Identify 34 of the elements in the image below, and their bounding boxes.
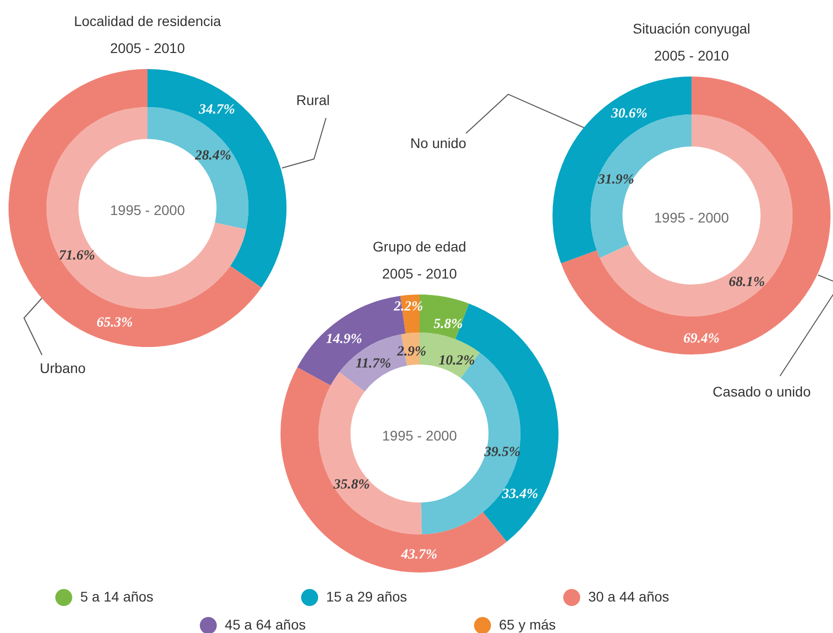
data-label: 10.2% [438,353,475,368]
data-label: 69.4% [683,332,720,347]
data-label: 71.6% [58,248,96,264]
slice-label: Urbano [40,360,86,376]
data-label: 28.4% [194,148,232,164]
legend-label: 30 a 44 años [588,588,670,604]
data-label: 65.3% [96,316,133,331]
data-label: 11.7% [356,356,391,372]
chart-title: Situación conyugal [632,20,750,36]
data-label: 33.4% [500,486,538,502]
slice-label: Rural [296,92,330,108]
data-label: 68.1% [728,275,765,290]
legend-label: 5 a 14 años [80,588,154,604]
text: 1995 - 2000 [382,427,458,444]
text: 1995 - 2000 [110,202,186,218]
legend-label: 45 a 64 años [224,616,306,632]
data-label: 2.9% [396,344,426,360]
chart-subtitle: 2005 - 2010 [110,40,186,56]
data-label: 35.8% [332,478,370,493]
data-label: 43.7% [400,548,438,563]
legend-label: 65 y más [499,616,556,632]
legend-label: 15 a 29 años [326,588,408,604]
text: 1995 - 2000 [654,209,730,226]
data-label: 34.7% [198,102,236,118]
data-label: 30.6% [610,106,648,122]
data-label: 14.9% [326,332,362,347]
chart-subtitle: 2005 - 2010 [654,47,730,64]
chart-title: Grupo de edad [372,238,466,254]
data-label: 5.8% [434,316,463,332]
chart-subtitle: 2005 - 2010 [382,265,458,282]
slice-label: Casado o unido [712,384,811,400]
chart-title: Localidad de residencia [74,12,222,29]
data-label: 31.9% [596,172,634,188]
slice-label: No unido [410,134,467,151]
